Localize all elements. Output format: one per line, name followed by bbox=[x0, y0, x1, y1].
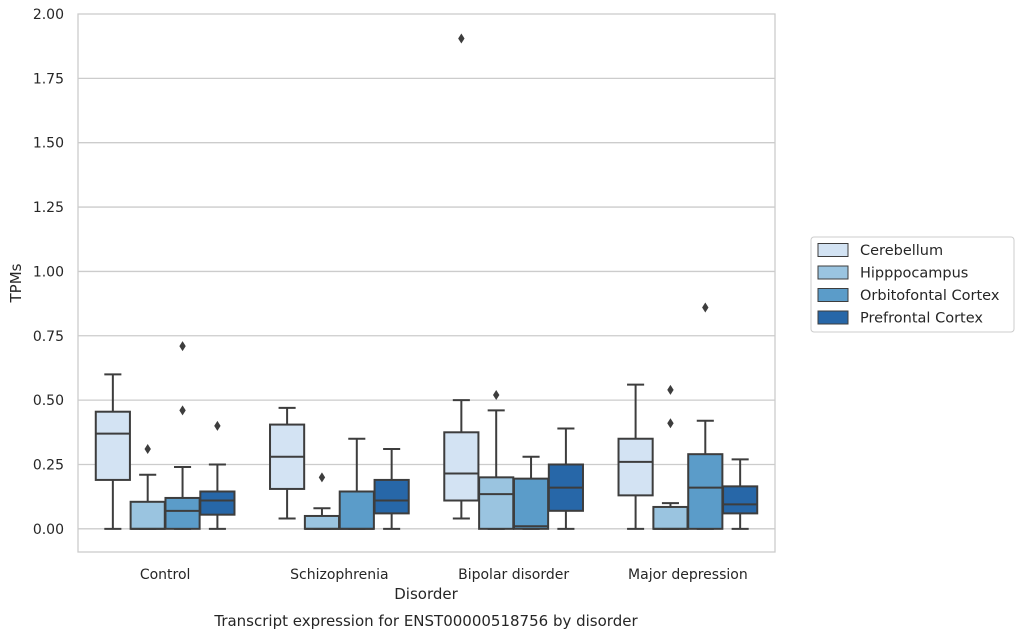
y-tick-label: 1.00 bbox=[33, 264, 64, 280]
iqr-box bbox=[443, 431, 480, 502]
x-tick-label: Major depression bbox=[628, 567, 748, 583]
outlier-marker bbox=[458, 33, 465, 44]
legend-label: Orbitofontal Cortex bbox=[860, 288, 1000, 304]
iqr-box bbox=[94, 410, 131, 481]
box-1-2 bbox=[478, 389, 515, 530]
outlier-marker bbox=[493, 389, 500, 400]
x-axis-label: Disorder bbox=[394, 585, 458, 603]
iqr-box bbox=[478, 476, 515, 530]
outlier-marker bbox=[144, 444, 151, 455]
y-tick-label: 1.75 bbox=[33, 71, 64, 87]
box-1-3 bbox=[652, 384, 689, 530]
legend-swatch bbox=[817, 310, 849, 325]
iqr-box bbox=[687, 453, 724, 530]
legend-swatch bbox=[817, 288, 849, 302]
box-3-1 bbox=[373, 448, 410, 530]
box-0-0 bbox=[94, 373, 131, 530]
y-tick-label: 1.25 bbox=[33, 200, 64, 216]
legend-label: Cerebellum bbox=[860, 243, 943, 259]
legend-swatch bbox=[817, 265, 849, 280]
y-tick-label: 2.00 bbox=[33, 7, 64, 23]
y-gridlines bbox=[78, 77, 775, 530]
legend-label: Hipppocampus bbox=[860, 266, 968, 282]
legend-label: Prefrontal Cortex bbox=[860, 311, 983, 327]
box-marks bbox=[94, 33, 759, 530]
outlier-marker bbox=[179, 405, 186, 416]
iqr-box bbox=[129, 500, 166, 530]
x-tick-label: Schizophrenia bbox=[290, 567, 388, 583]
y-tick-label: 1.50 bbox=[33, 136, 64, 152]
outlier-marker bbox=[667, 384, 674, 395]
box-3-2 bbox=[547, 427, 584, 530]
box-1-0 bbox=[129, 444, 166, 530]
iqr-box bbox=[617, 437, 654, 497]
y-tick-label: 0.00 bbox=[33, 522, 64, 538]
box-1-1 bbox=[303, 472, 341, 530]
iqr-box bbox=[373, 478, 410, 515]
y-tick-label: 0.50 bbox=[33, 393, 64, 409]
legend-frame bbox=[810, 236, 1015, 333]
iqr-box bbox=[164, 496, 201, 530]
outlier-marker bbox=[667, 418, 674, 429]
y-axis-label: TPMs bbox=[7, 263, 25, 303]
outlier-marker bbox=[702, 302, 709, 313]
box-0-1 bbox=[269, 406, 306, 520]
legend: Cerebellum Hipppocampus Orbitofontal Corte… bbox=[810, 236, 1015, 333]
box-3-3 bbox=[722, 458, 759, 530]
iqr-box bbox=[652, 505, 689, 530]
x-tick-label: Control bbox=[140, 567, 191, 583]
iqr-box bbox=[722, 485, 759, 515]
x-tick-labels: Control Schizophrenia Bipolar disorder Majo… bbox=[140, 567, 748, 583]
box-3-0 bbox=[199, 420, 236, 530]
legend-swatch bbox=[817, 243, 849, 257]
x-tick-label: Bipolar disorder bbox=[458, 567, 569, 583]
y-tick-label: 0.75 bbox=[33, 329, 64, 345]
iqr-box bbox=[303, 514, 341, 530]
outlier-marker bbox=[179, 341, 186, 352]
box-2-2 bbox=[512, 455, 550, 530]
y-tick-label: 0.25 bbox=[33, 457, 64, 473]
iqr-box bbox=[338, 490, 375, 530]
y-tick-labels: 0.00 0.25 0.50 0.75 1.00 1.25 1.50 1.75 2.00 bbox=[33, 7, 64, 538]
plot-area-frame bbox=[77, 13, 776, 553]
box-2-1 bbox=[338, 437, 375, 530]
box-2-0 bbox=[164, 341, 201, 530]
box-0-3 bbox=[617, 383, 654, 530]
box-0-2 bbox=[443, 33, 480, 520]
outlier-marker bbox=[214, 420, 221, 431]
iqr-box bbox=[199, 490, 236, 516]
chart-caption: Transcript expression for ENST0000051875… bbox=[213, 612, 638, 630]
outlier-marker bbox=[318, 472, 326, 483]
iqr-box bbox=[512, 477, 550, 530]
